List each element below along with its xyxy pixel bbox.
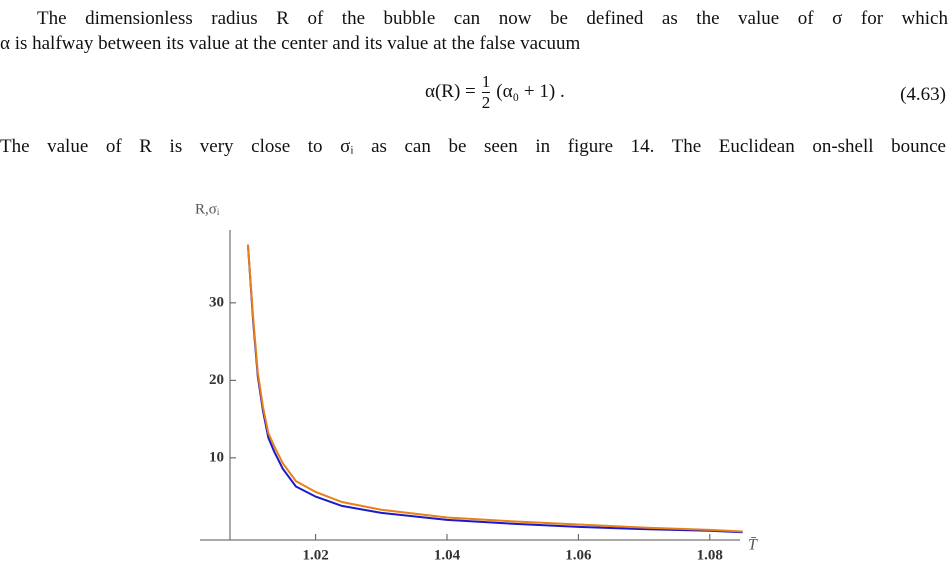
text-line: The dimensionless radius R of the bubble… (37, 8, 948, 29)
text-line: α is halfway between its value at the ce… (0, 33, 581, 54)
y-tick-label: 30 (209, 294, 224, 310)
x-tick-label: 1.02 (302, 547, 328, 563)
x-tick-label: 1.08 (697, 547, 723, 563)
y-tick-label: 20 (209, 372, 224, 388)
equation-rhs: (α₀ + 1) . (496, 80, 565, 102)
text-line: The value of R is very close to σᵢ as ca… (0, 136, 946, 157)
equation-number: (4.63) (900, 84, 946, 105)
y-tick-label: 10 (209, 449, 224, 465)
x-tick-label: 1.06 (565, 547, 592, 563)
data-line (246, 244, 743, 533)
data-line (246, 244, 743, 534)
x-tick-label: 1.04 (434, 547, 461, 563)
denominator: 2 (481, 92, 491, 112)
x-axis-label: T̄ (748, 537, 758, 554)
y-axis-label: R,σᵢ (195, 201, 220, 217)
numerator: 1 (481, 72, 491, 91)
equation: α(R) = 1 2 (α₀ + 1) . (425, 72, 565, 113)
equation-lhs: α(R) = (425, 80, 476, 102)
